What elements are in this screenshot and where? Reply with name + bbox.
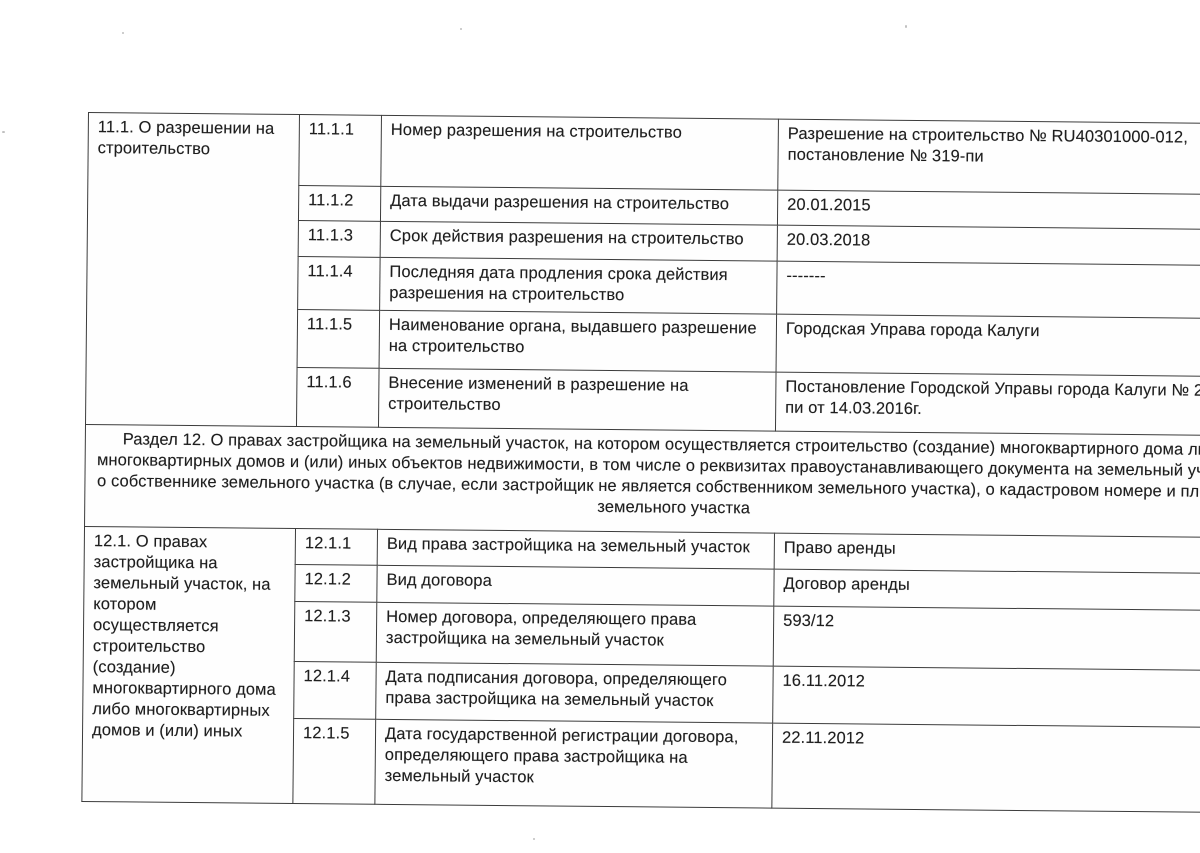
- row-desc: Номер договора, определяющего права заст…: [376, 602, 774, 667]
- section-12-header: Раздел 12. О правах застройщика на земел…: [84, 424, 1200, 538]
- row-desc: Внесение изменений в разрешение на строи…: [378, 368, 777, 432]
- row-value: 22.11.2012: [771, 723, 1200, 813]
- row-num: 12.1.5: [292, 718, 376, 805]
- row-value: 20.01.2015: [777, 190, 1200, 230]
- row-num: 11.1.2: [298, 185, 381, 222]
- row-num: 12.1.2: [294, 564, 378, 603]
- row-desc: Наименование органа, выдавшего разрешени…: [379, 310, 777, 373]
- scan-speck: [122, 32, 124, 34]
- table-row: 11.1. О разрешении на строительство 11.1…: [85, 112, 1200, 427]
- scan-speck: [533, 838, 535, 840]
- row-desc: Вид договора: [376, 565, 775, 607]
- table-row: Раздел 12. О правах застройщика на земел…: [84, 424, 1200, 538]
- scan-speck: [905, 25, 907, 28]
- row-value: Постановление Городской Управы города Ка…: [775, 372, 1200, 436]
- row-desc: Последняя дата продления срока действия …: [379, 257, 778, 315]
- row-num: 11.1.3: [298, 220, 381, 258]
- row-num: 12.1.3: [294, 601, 377, 663]
- row-value: Договор аренды: [773, 569, 1200, 611]
- scan-speck: [2, 131, 5, 133]
- row-num: 11.1.6: [296, 367, 380, 428]
- section-11-label-cell: 11.1. О разрешении на строительство: [85, 112, 300, 427]
- row-value: 593/12: [773, 606, 1200, 671]
- row-desc: Вид права застройщика на земельный участ…: [377, 529, 775, 570]
- row-num: 11.1.4: [297, 256, 381, 311]
- scanned-declaration-table: 11.1. О разрешении на строительство 11.1…: [81, 112, 1200, 814]
- row-value: 20.03.2018: [777, 225, 1200, 266]
- row-value: Право аренды: [774, 533, 1200, 574]
- row-desc: Дата государственной регистрации договор…: [374, 719, 773, 809]
- row-num: 12.1.4: [293, 661, 377, 720]
- declaration-table: 11.1. О разрешении на строительство 11.1…: [81, 112, 1200, 814]
- row-value: Городская Управа города Калуги: [776, 314, 1200, 377]
- row-value: -------: [776, 261, 1200, 319]
- row-value: Разрешение на строительство № RU40301000…: [777, 119, 1200, 195]
- row-desc: Номер разрешения на строительство: [380, 115, 779, 191]
- row-desc: Дата подписания договора, определяющего …: [375, 662, 774, 724]
- row-num: 11.1.1: [298, 114, 382, 187]
- row-num: 11.1.5: [297, 309, 380, 369]
- row-desc: Срок действия разрешения на строительств…: [380, 221, 778, 262]
- row-value: 16.11.2012: [772, 666, 1200, 728]
- scan-speck: [460, 28, 462, 30]
- section-12-label-cell: 12.1. О правах застройщика на земельный …: [81, 526, 296, 804]
- row-num: 12.1.1: [295, 528, 378, 566]
- row-desc: Дата выдачи разрешения на строительство: [380, 186, 778, 226]
